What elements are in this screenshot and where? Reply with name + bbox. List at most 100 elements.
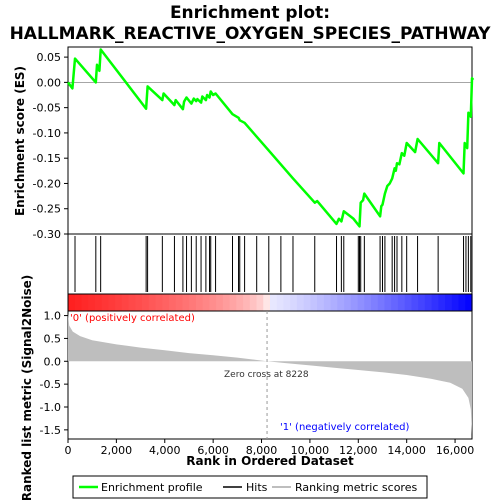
es-y-tick-label: -0.15 [33, 152, 61, 165]
es-y-axis-label: Enrichment score (ES) [13, 66, 27, 216]
colorbar-segment [344, 294, 352, 311]
legend-frame [72, 475, 428, 499]
colorbar-segment [330, 294, 338, 311]
hits-group [74, 236, 472, 292]
es-panel-frame [67, 46, 473, 235]
colorbar-segment [391, 294, 399, 311]
metric-x-tick-label: 2,000 [101, 444, 133, 457]
chart-title-line1: Enrichment plot: [170, 3, 330, 23]
metric-x-tick-label: 4,000 [149, 444, 181, 457]
colorbar-segment [397, 294, 406, 311]
es-y-tick-label: -0.30 [33, 228, 61, 241]
colorbar-segment [222, 294, 231, 311]
colorbar-segment [458, 294, 466, 311]
metric-x-tick-label: 0 [65, 444, 72, 457]
metric-y-tick-label: -0.5 [40, 378, 61, 391]
metric-y-axis-label: Ranked list metric (Signal2Noise) [20, 275, 34, 500]
colorbar-segment [148, 294, 157, 311]
colorbar-segment [323, 294, 332, 311]
colorbar-segment [94, 294, 103, 311]
colorbar-segment [290, 294, 298, 311]
colorbar-segment [270, 294, 278, 311]
metric-x-tick-label: 6,000 [197, 444, 229, 457]
metric-y-tick-label: -1.0 [40, 401, 61, 414]
positive-correlation-label: '0' (positively correlated) [70, 313, 195, 324]
colorbar-segment [418, 294, 426, 311]
legend-enrichment-label: Enrichment profile [101, 481, 203, 494]
colorbar-segment [249, 294, 258, 311]
colorbar-segment [216, 294, 224, 311]
colorbar-segment [404, 294, 412, 311]
colorbar-segment [236, 294, 244, 311]
colorbar-segment [384, 294, 392, 311]
metric-x-axis-label: Rank in Ordered Dataset [186, 454, 354, 468]
colorbar-segment [243, 294, 251, 311]
metric-y-tick-label: -1.5 [40, 424, 61, 437]
legend: Enrichment profile Hits Ranking metric s… [72, 475, 428, 499]
metric-x-tick-label: 12,000 [339, 444, 378, 457]
colorbar-segment [108, 294, 116, 311]
es-y-tick-label: 0.00 [37, 76, 62, 89]
colorbar-segment [317, 294, 325, 311]
metric-y-axis: 1.0 0.5 0.0 -0.5 -1.0 -1.5 [40, 310, 68, 437]
colorbar-segment [195, 294, 204, 311]
colorbar-segment [209, 294, 217, 311]
metric-x-tick-label: 16,000 [436, 444, 475, 457]
colorbar-segment [276, 294, 285, 311]
colorbar-segment [424, 294, 433, 311]
colorbar-segment [377, 294, 386, 311]
metric-x-tick-label: 14,000 [387, 444, 426, 457]
colorbar-segment [135, 294, 143, 311]
es-y-tick-label: -0.05 [33, 102, 61, 115]
colorbar-segment [451, 294, 460, 311]
colorbar-segment [128, 294, 136, 311]
zero-cross-label: Zero cross at 8228 [224, 370, 309, 380]
colorbar-segment [357, 294, 365, 311]
colorbar-segment [189, 294, 197, 311]
colorbar-segment [256, 294, 264, 311]
metric-y-tick-label: 0.0 [44, 355, 62, 368]
colorbar-segment [74, 294, 83, 311]
metric-x-tick-label: 8,000 [246, 444, 278, 457]
colorbar-segment [155, 294, 163, 311]
es-y-tick-label: -0.10 [33, 127, 61, 140]
colorbar-segment [364, 294, 372, 311]
colorbar-segment [88, 294, 96, 311]
colorbar-segment [121, 294, 130, 311]
colorbar-segment [465, 294, 473, 311]
chart-title-line2: HALLMARK_REACTIVE_OXYGEN_SPECIES_PATHWAY [10, 24, 492, 44]
es-y-tick-label: 0.05 [37, 51, 62, 64]
es-y-tick-label: -0.25 [33, 203, 61, 216]
colorbar-segment [411, 294, 419, 311]
colorbar-segment [296, 294, 305, 311]
colorbar-segment [101, 294, 109, 311]
colorbar-segment [431, 294, 439, 311]
colorbar-segment [310, 294, 318, 311]
hits-panel-frame [67, 233, 473, 295]
colorbar-segment [438, 294, 446, 311]
es-y-axis: 0.05 0.00 -0.05 -0.10 -0.15 -0.20 -0.25 -0.30 [33, 51, 68, 241]
metric-x-tick-label: 10,000 [291, 444, 330, 457]
negative-correlation-label: '1' (negatively correlated) [280, 422, 409, 433]
colorbar-segment [115, 294, 123, 311]
metric-y-tick-label: 1.0 [44, 310, 62, 323]
enrichment-profile-line [66, 48, 475, 228]
legend-hits-label: Hits [246, 481, 268, 494]
metric-panel-frame [67, 310, 473, 440]
legend-ranking-label: Ranking metric scores [295, 481, 417, 494]
colorbar-segment [371, 294, 379, 311]
colorbar-segment [175, 294, 184, 311]
es-line-group [66, 48, 475, 228]
metric-x-axis: 0 2,000 4,000 6,000 8,000 10,000 12,000 14,000 1… [65, 439, 475, 457]
metric-y-tick-label: 0.5 [44, 332, 62, 345]
colorbar-segment [303, 294, 311, 311]
colorbar-segment [263, 294, 271, 311]
colorbar-segment [337, 294, 345, 311]
colorbar-segment [142, 294, 150, 311]
colorbar-segment [202, 294, 210, 311]
colorbar-segment [162, 294, 170, 311]
colorbar-segment [81, 294, 89, 311]
colorbar-segment [350, 294, 359, 311]
colorbar-segment [283, 294, 291, 311]
